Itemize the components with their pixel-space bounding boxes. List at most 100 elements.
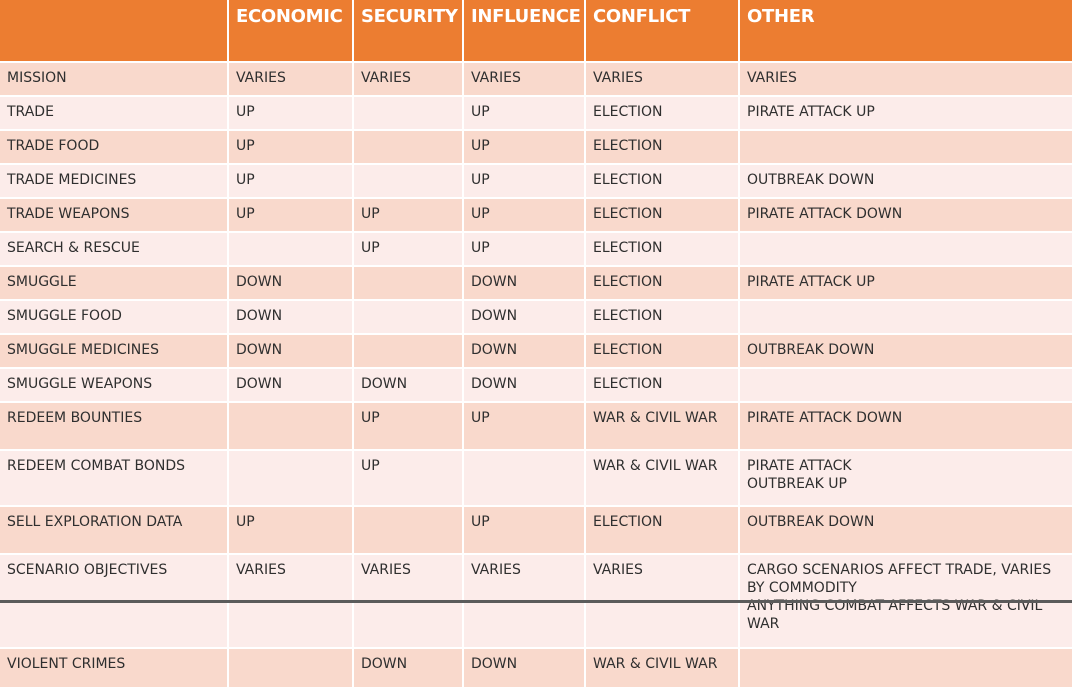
economic-cell: UP [228,164,354,199]
table-row: SMUGGLE WEAPONS DOWN DOWN DOWN ELECTION [0,368,1072,403]
header-cell-economic: ECONOMIC [228,0,354,63]
influence-cell: UP [463,402,586,451]
table-row: TRADE MEDICINES UP UP ELECTION OUTBREAK … [0,164,1072,199]
conflict-cell: VARIES [585,62,740,97]
security-cell [353,130,464,165]
security-cell: UP [353,232,464,267]
influence-cell: DOWN [463,648,586,689]
other-cell: PIRATE ATTACK OUTBREAK UP [739,450,1072,507]
header-cell-other: OTHER [739,0,1072,63]
other-cell: OUTBREAK DOWN [739,334,1072,369]
security-cell: VARIES [353,62,464,97]
security-cell [353,300,464,335]
influence-cell: DOWN [463,368,586,403]
economic-cell [228,232,354,267]
security-cell [353,506,464,555]
conflict-cell: ELECTION [585,96,740,131]
other-cell [739,368,1072,403]
security-cell: DOWN [353,648,464,689]
row-label: SMUGGLE [0,266,229,301]
row-label: SELL EXPLORATION DATA [0,506,229,555]
economic-cell: DOWN [228,334,354,369]
conflict-cell: ELECTION [585,300,740,335]
table-row: REDEEM BOUNTIES UP UP WAR & CIVIL WAR PI… [0,402,1072,451]
economic-cell: DOWN [228,266,354,301]
security-cell: UP [353,450,464,507]
influence-cell [463,450,586,507]
table-row: REDEEM COMBAT BONDS UP WAR & CIVIL WAR P… [0,450,1072,507]
other-cell: PIRATE ATTACK UP [739,96,1072,131]
other-cell: PIRATE ATTACK DOWN [739,198,1072,233]
row-label: REDEEM COMBAT BONDS [0,450,229,507]
conflict-cell: ELECTION [585,198,740,233]
row-label: SMUGGLE WEAPONS [0,368,229,403]
influence-cell: UP [463,232,586,267]
row-label: TRADE WEAPONS [0,198,229,233]
influence-cell: DOWN [463,334,586,369]
influence-cell: VARIES [463,62,586,97]
conflict-cell: WAR & CIVIL WAR [585,648,740,689]
conflict-cell: ELECTION [585,266,740,301]
economic-cell: UP [228,506,354,555]
table-row: TRADE UP UP ELECTION PIRATE ATTACK UP [0,96,1072,131]
row-label: VIOLENT CRIMES [0,648,229,689]
row-label: SEARCH & RESCUE [0,232,229,267]
other-cell [739,648,1072,689]
row-label: TRADE MEDICINES [0,164,229,199]
security-cell: DOWN [353,368,464,403]
other-cell: PIRATE ATTACK UP [739,266,1072,301]
row-label: MISSION [0,62,229,97]
bottom-divider [0,600,1072,603]
table-row: SMUGGLE FOOD DOWN DOWN ELECTION [0,300,1072,335]
economic-cell [228,648,354,689]
security-cell [353,266,464,301]
influence-cell: DOWN [463,266,586,301]
table-row: MISSION VARIES VARIES VARIES VARIES VARI… [0,62,1072,97]
table-row: SELL EXPLORATION DATA UP UP ELECTION OUT… [0,506,1072,555]
row-label: REDEEM BOUNTIES [0,402,229,451]
conflict-cell: ELECTION [585,130,740,165]
conflict-cell: ELECTION [585,334,740,369]
economic-cell: UP [228,96,354,131]
other-cell [739,130,1072,165]
influence-cell: UP [463,198,586,233]
table-row: SMUGGLE DOWN DOWN ELECTION PIRATE ATTACK… [0,266,1072,301]
economic-cell: DOWN [228,368,354,403]
influence-cell: UP [463,164,586,199]
security-cell [353,164,464,199]
security-cell: UP [353,402,464,451]
conflict-cell: WAR & CIVIL WAR [585,450,740,507]
influence-cell: UP [463,130,586,165]
row-label: SMUGGLE FOOD [0,300,229,335]
other-cell [739,232,1072,267]
economic-cell: UP [228,198,354,233]
header-cell-conflict: CONFLICT [585,0,740,63]
table-row: TRADE WEAPONS UP UP UP ELECTION PIRATE A… [0,198,1072,233]
other-cell: OUTBREAK DOWN [739,164,1072,199]
header-row: ECONOMIC SECURITY INFLUENCE CONFLICT OTH… [0,0,1072,63]
influence-cell: UP [463,96,586,131]
other-cell [739,300,1072,335]
table-row: SEARCH & RESCUE UP UP ELECTION [0,232,1072,267]
conflict-cell: ELECTION [585,164,740,199]
conflict-cell: WAR & CIVIL WAR [585,402,740,451]
economic-cell: DOWN [228,300,354,335]
header-cell-blank [0,0,229,63]
security-cell [353,334,464,369]
economic-cell [228,402,354,451]
table-row: TRADE FOOD UP UP ELECTION [0,130,1072,165]
header-cell-influence: INFLUENCE [463,0,586,63]
economic-cell: VARIES [228,62,354,97]
security-cell [353,96,464,131]
economic-cell [228,450,354,507]
security-cell: UP [353,198,464,233]
conflict-cell: ELECTION [585,506,740,555]
conflict-cell: ELECTION [585,368,740,403]
row-label: TRADE FOOD [0,130,229,165]
influence-cell: DOWN [463,300,586,335]
economic-cell: UP [228,130,354,165]
other-cell: VARIES [739,62,1072,97]
other-cell: OUTBREAK DOWN [739,506,1072,555]
conflict-cell: ELECTION [585,232,740,267]
